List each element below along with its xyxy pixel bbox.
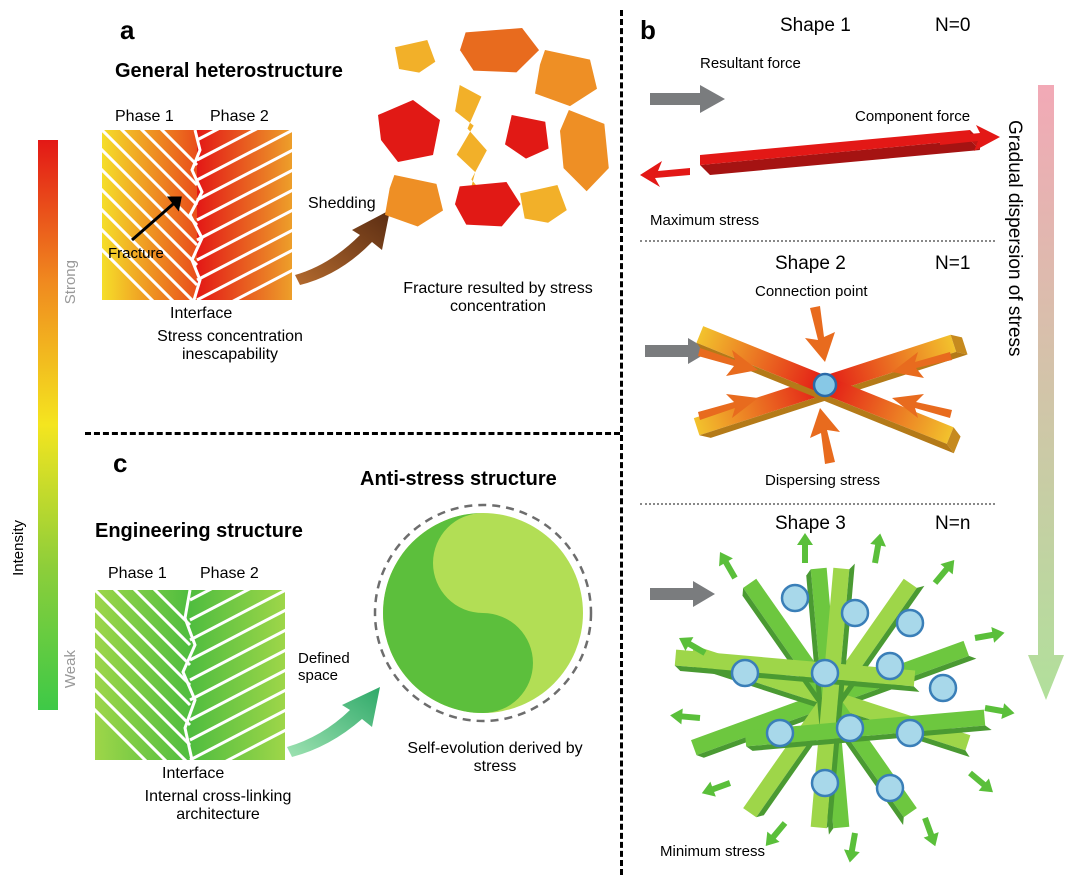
panel-a-fracture-label: Fracture [108, 245, 164, 262]
panel-c-phase1: Phase 1 [108, 565, 167, 583]
panel-a-letter: a [120, 15, 134, 46]
intensity-axis-label: Intensity [10, 520, 27, 576]
shard [378, 100, 440, 162]
panel-c-interface: Interface [162, 765, 224, 783]
panel-c-letter: c [113, 448, 127, 479]
panel-c-defined-space: Defined space [298, 650, 368, 684]
shard [460, 28, 530, 83]
dots1 [640, 240, 995, 242]
panel-a-title: General heterostructure [115, 60, 343, 83]
panel-c-anti-title: Anti-stress structure [360, 468, 557, 491]
shard [395, 40, 445, 85]
panel-a-shedding: Shedding [308, 195, 376, 213]
panel-c-result: Self-evolution derived by stress [405, 740, 585, 776]
intensity-colorbar [38, 140, 58, 710]
shard [520, 185, 578, 237]
panel-a-phase2: Phase 2 [210, 108, 269, 126]
yinyang-icon [368, 498, 598, 728]
dots2 [640, 503, 995, 505]
panel-a-patch [102, 130, 292, 300]
shape1-diagram [640, 75, 1000, 205]
panel-c-patch [95, 590, 285, 760]
shape3-diagram [645, 548, 1015, 848]
shard [505, 115, 557, 167]
shape2-title: Shape 2 [775, 253, 846, 275]
shard [452, 85, 500, 175]
panel-c-title: Engineering structure [95, 520, 303, 543]
shape3-N: N=n [935, 513, 970, 535]
shape3-title: Shape 3 [775, 513, 846, 535]
divider-horizontal [85, 432, 620, 435]
shard [535, 50, 597, 110]
shape1-N: N=0 [935, 15, 970, 37]
shape1-title: Shape 1 [780, 15, 851, 37]
dispersion-arrow [1030, 85, 1058, 695]
shard [385, 175, 443, 230]
panel-a-caption: Stress concentration inescapability [130, 328, 330, 364]
shard [455, 182, 513, 237]
panel-c-caption: Internal cross-linking architecture [113, 788, 323, 824]
intensity-strong-label: Strong [62, 260, 79, 304]
shape2-diagram [640, 290, 1010, 480]
panel-c-phase2: Phase 2 [200, 565, 259, 583]
panel-a-phase1: Phase 1 [115, 108, 174, 126]
shard [560, 110, 615, 182]
shape2-N: N=1 [935, 253, 970, 275]
shape1-resultant: Resultant force [700, 55, 801, 72]
panel-a-interface: Interface [170, 305, 232, 323]
panel-a-result: Fracture resulted by stress concentratio… [398, 280, 598, 316]
divider-vertical [620, 10, 623, 875]
intensity-weak-label: Weak [62, 650, 79, 688]
shape1-max: Maximum stress [650, 212, 759, 229]
panel-b-letter: b [640, 15, 656, 46]
